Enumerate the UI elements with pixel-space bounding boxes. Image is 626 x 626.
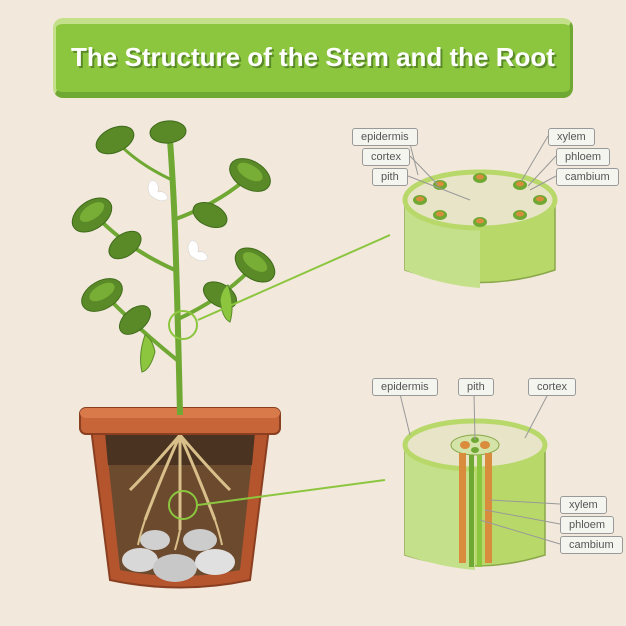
label-stem-cambium: cambium xyxy=(556,168,619,186)
label-stem-phloem: phloem xyxy=(556,148,610,166)
root-cross-section xyxy=(385,405,565,585)
root-callout-circle xyxy=(168,490,198,520)
label-root-xylem: xylem xyxy=(560,496,607,514)
label-stem-cortex: cortex xyxy=(362,148,410,166)
label-root-phloem: phloem xyxy=(560,516,614,534)
label-stem-epidermis: epidermis xyxy=(352,128,418,146)
label-root-cambium: cambium xyxy=(560,536,623,554)
label-root-pith: pith xyxy=(458,378,494,396)
stem-callout-circle xyxy=(168,310,198,340)
stem-cross-section xyxy=(390,150,570,300)
label-root-epidermis: epidermis xyxy=(372,378,438,396)
label-root-cortex: cortex xyxy=(528,378,576,396)
title-banner: The Structure of the Stem and the Root xyxy=(53,18,573,98)
label-stem-pith: pith xyxy=(372,168,408,186)
label-stem-xylem: xylem xyxy=(548,128,595,146)
plant-illustration xyxy=(30,120,330,600)
page-title: The Structure of the Stem and the Root xyxy=(71,42,555,73)
